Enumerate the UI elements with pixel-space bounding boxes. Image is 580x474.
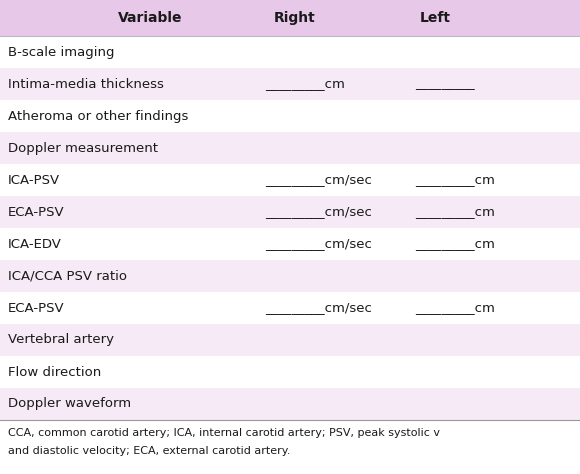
Text: CCA, common carotid artery; ICA, internal carotid artery; PSV, peak systolic v: CCA, common carotid artery; ICA, interna…: [8, 428, 440, 438]
Text: ICA/CCA PSV ratio: ICA/CCA PSV ratio: [8, 270, 127, 283]
Bar: [0, 132, 580, 164]
Text: Left: Left: [419, 11, 451, 25]
Bar: [0, 0, 580, 36]
Text: _________cm: _________cm: [415, 237, 495, 250]
Text: Variable: Variable: [118, 11, 182, 25]
Bar: [0, 260, 580, 292]
Text: Atheroma or other findings: Atheroma or other findings: [8, 109, 188, 122]
Text: ECA-PSV: ECA-PSV: [8, 301, 64, 315]
Text: ICA-PSV: ICA-PSV: [8, 173, 60, 186]
Bar: [0, 196, 580, 228]
Text: _________: _________: [415, 78, 474, 91]
Bar: [0, 356, 580, 388]
Text: ICA-EDV: ICA-EDV: [8, 237, 62, 250]
Text: _________cm: _________cm: [415, 173, 495, 186]
Text: _________cm: _________cm: [415, 301, 495, 315]
Text: Intima-media thickness: Intima-media thickness: [8, 78, 164, 91]
Text: _________cm: _________cm: [265, 78, 345, 91]
Bar: [0, 324, 580, 356]
Text: _________cm/sec: _________cm/sec: [265, 206, 372, 219]
Text: Doppler measurement: Doppler measurement: [8, 142, 158, 155]
Text: _________cm: _________cm: [415, 206, 495, 219]
Text: B-scale imaging: B-scale imaging: [8, 46, 114, 58]
Bar: [0, 292, 580, 324]
Text: Vertebral artery: Vertebral artery: [8, 334, 114, 346]
Bar: [0, 388, 580, 420]
Text: _________cm/sec: _________cm/sec: [265, 173, 372, 186]
Text: ECA-PSV: ECA-PSV: [8, 206, 64, 219]
Bar: [0, 164, 580, 196]
Bar: [0, 68, 580, 100]
Bar: [0, 228, 580, 260]
Text: _________cm/sec: _________cm/sec: [265, 237, 372, 250]
Bar: [0, 36, 580, 68]
Text: and diastolic velocity; ECA, external carotid artery.: and diastolic velocity; ECA, external ca…: [8, 446, 291, 456]
Text: Flow direction: Flow direction: [8, 365, 101, 379]
Text: _________cm/sec: _________cm/sec: [265, 301, 372, 315]
Text: Right: Right: [274, 11, 316, 25]
Bar: [0, 100, 580, 132]
Text: Doppler waveform: Doppler waveform: [8, 398, 131, 410]
